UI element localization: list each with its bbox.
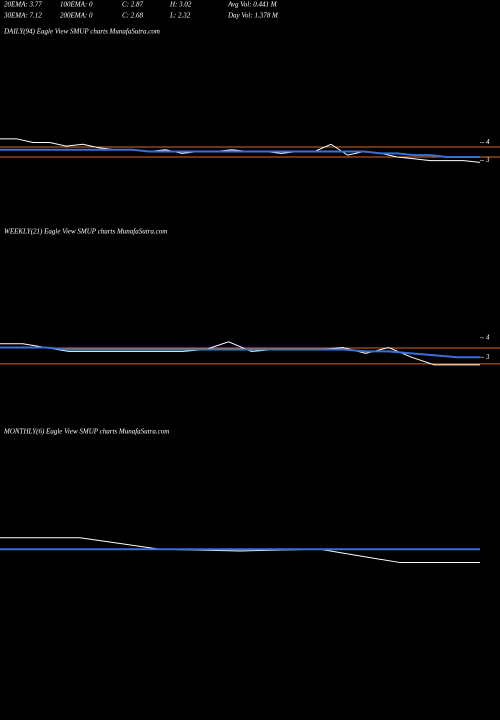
header-stat: Day Vol: 1.378 M [227,12,279,20]
header-stat: C: 2.68 [122,12,144,20]
header-stat: Avg Vol: 0.441 M [227,1,278,9]
y-tick-label: 3 [485,353,490,361]
y-tick-label: 4 [486,138,490,146]
header-stat: 30EMA: 7.12 [3,12,42,20]
price-line [0,346,480,359]
header-stat: 200EMA: 0 [60,12,93,20]
header-stat: L: 2.32 [169,12,191,20]
panel-title: DAILY(94) Eagle View SMUP charts MunafaS… [3,28,160,36]
y-tick-label: 4 [486,334,490,342]
header-stat: 20EMA: 3.77 [4,1,42,9]
header-stat: H: 3.02 [169,1,192,9]
header-stat: 100EMA: 0 [60,1,93,9]
price-line [0,537,480,564]
header-stat: C: 2.87 [122,1,144,9]
panel-title: WEEKLY(21) Eagle View SMUP charts Munafa… [4,228,167,236]
price-line [0,148,480,158]
y-tick-label: 3 [485,156,490,164]
panel-title: MONTHLY(6) Eagle View SMUP charts Munafa… [3,428,169,436]
